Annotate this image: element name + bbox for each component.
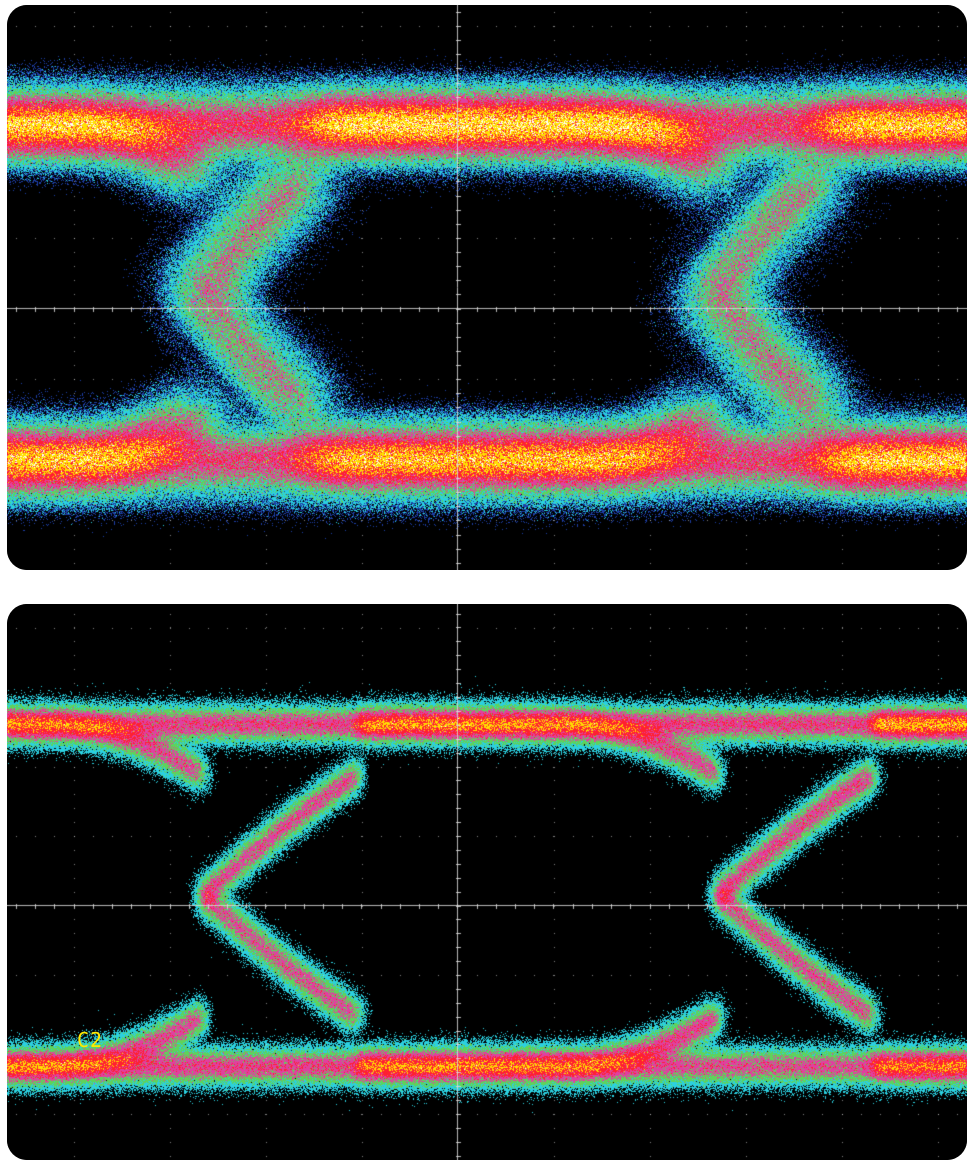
channel-label: C2 (77, 1028, 104, 1052)
eye-diagram-top-trace (7, 5, 967, 570)
eye-diagram-bottom-display: C2 (7, 604, 967, 1160)
eye-diagram-bottom-trace (7, 604, 967, 1160)
eye-diagram-top-display (7, 5, 967, 570)
